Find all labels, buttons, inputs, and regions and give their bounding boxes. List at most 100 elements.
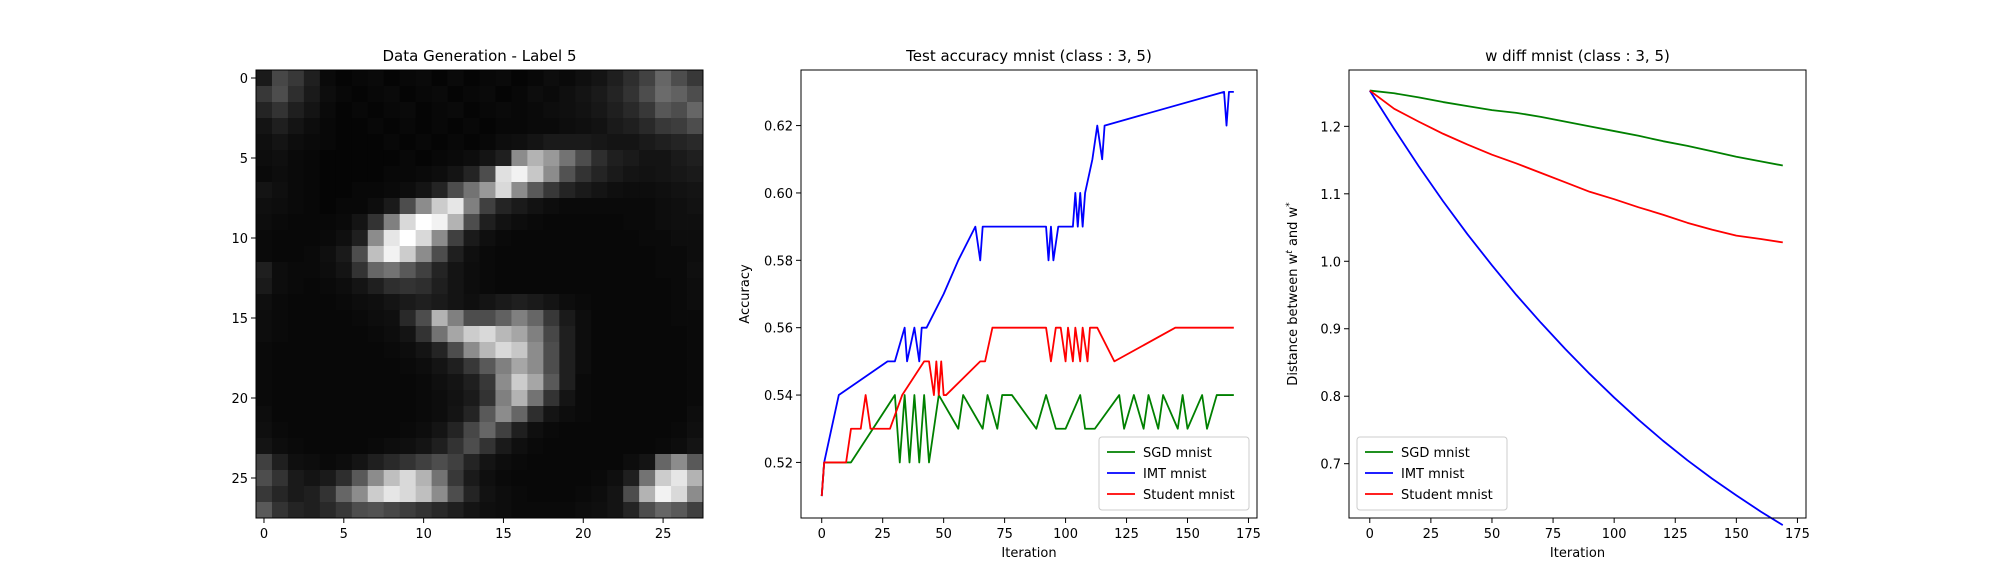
heatmap-cell [575,198,592,215]
heatmap-cell [303,214,321,231]
heatmap-cell [575,118,592,135]
heatmap-cell [655,278,672,295]
heatmap-cell [527,486,544,503]
heatmap-cell [399,342,417,359]
heatmap-cell [431,294,448,311]
heatmap-cell [655,374,672,391]
heatmap-cell [303,198,321,215]
heatmap-cell [639,102,656,119]
heatmap-cell [335,278,353,295]
heatmap-cell [479,246,496,263]
heatmap-cell [479,134,496,151]
heatmap-cell [607,118,624,135]
heatmap-cell [687,198,704,215]
heatmap-cell [351,230,369,247]
heatmap-cell [687,246,704,263]
heatmap-cell [271,486,289,503]
heatmap-cell [256,246,273,263]
heatmap-cell [687,326,704,343]
heatmap-cell [639,454,656,471]
heatmap-cell [351,278,369,295]
heatmap-cell [607,86,624,103]
y-tick-label: 0.7 [1320,458,1341,473]
heatmap-cell [559,358,576,375]
heatmap-cell [527,342,544,359]
heatmap-cell [447,86,464,103]
heatmap-cell [351,502,369,519]
heatmap-cell [463,294,480,311]
heatmap-cell [399,358,417,375]
heatmap-cell [271,246,289,263]
heatmap-cell [383,134,401,151]
heatmap-cell [623,310,640,327]
heatmap-cell [495,326,512,343]
heatmap-cell [575,310,592,327]
heatmap-cell [671,422,688,439]
heatmap-cell [687,182,704,199]
x-tick-label: 100 [1602,527,1627,542]
heatmap-cell [335,486,353,503]
heatmap-cell [271,134,289,151]
heatmap-cell [543,166,560,183]
heatmap-cell [559,118,576,135]
heatmap-cell [256,470,273,487]
heatmap-cell [495,358,512,375]
heatmap-cell [287,214,305,231]
axes-frame [1348,69,1807,519]
heatmap-cell [335,246,353,263]
heatmap-cell [687,486,704,503]
chart-title: Data Generation - Label 5 [383,47,577,65]
heatmap-cell [256,214,273,231]
heatmap-cell [431,454,448,471]
heatmap-cell [591,326,608,343]
heatmap-cell [256,310,273,327]
heatmap-cell [319,214,337,231]
heatmap-cell [463,70,480,87]
heatmap-cell [415,182,432,199]
heatmap-cell [415,70,432,87]
heatmap-cell [287,406,305,423]
heatmap-cell [575,454,592,471]
heatmap-cell [303,390,321,407]
heatmap-cell [639,310,656,327]
heatmap-cell [495,198,512,215]
heatmap-cell [591,86,608,103]
heatmap-cell [543,262,560,279]
heatmap-cell [575,166,592,183]
heatmap-cell [623,470,640,487]
heatmap-cell [511,102,528,119]
heatmap-cell [639,230,656,247]
heatmap-cell [256,390,273,407]
heatmap-cell [383,310,401,327]
heatmap-cell [543,278,560,295]
heatmap-cell [367,422,385,439]
heatmap-cell [655,118,672,135]
heatmap-cell [559,390,576,407]
heatmap-cell [463,278,480,295]
y-tick-label: 0.54 [764,389,793,404]
heatmap-cell [575,374,592,391]
heatmap-cell [559,406,576,423]
heatmap-cell [607,470,624,487]
heatmap-cell [447,118,464,135]
heatmap-cell [383,198,401,215]
heatmap-cell [447,374,464,391]
legend-label: IMT mnist [1143,467,1207,482]
heatmap-cell [287,454,305,471]
heatmap-cell [463,422,480,439]
heatmap-cell [399,486,417,503]
heatmap-cell [256,486,273,503]
heatmap-cell [543,246,560,263]
heatmap-cell [687,310,704,327]
heatmap-cell [335,358,353,375]
heatmap-cell [671,502,688,519]
heatmap-cell [399,102,417,119]
heatmap-cell [335,214,353,231]
heatmap-cell [431,278,448,295]
heatmap-cell [623,198,640,215]
heatmap-cell [256,150,273,167]
heatmap-cell [655,470,672,487]
heatmap-cell [687,454,704,471]
heatmap-cell [383,406,401,423]
heatmap-cell [383,358,401,375]
